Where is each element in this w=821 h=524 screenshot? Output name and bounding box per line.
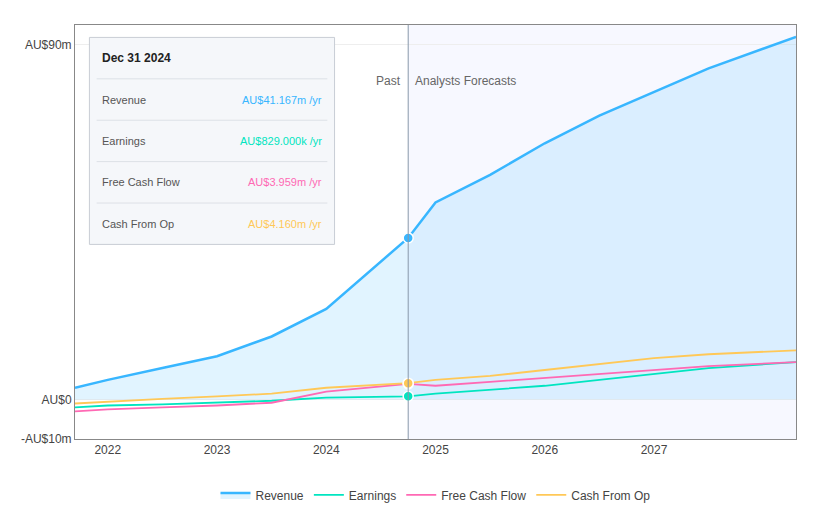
svg-text:Analysts Forecasts: Analysts Forecasts (415, 74, 516, 88)
svg-text:-AU$10m: -AU$10m (21, 432, 72, 446)
svg-text:2027: 2027 (641, 443, 668, 457)
svg-text:Past: Past (376, 74, 401, 88)
svg-text:AU$3.959m /yr: AU$3.959m /yr (248, 176, 322, 188)
svg-text:Earnings: Earnings (349, 489, 396, 503)
svg-text:Revenue: Revenue (102, 94, 146, 106)
svg-text:Revenue: Revenue (256, 489, 304, 503)
svg-text:Earnings: Earnings (102, 135, 146, 147)
svg-text:2022: 2022 (94, 443, 121, 457)
svg-text:AU$41.167m /yr: AU$41.167m /yr (242, 94, 322, 106)
svg-text:Free Cash Flow: Free Cash Flow (441, 489, 526, 503)
svg-text:AU$90m: AU$90m (25, 38, 72, 52)
svg-text:Dec 31 2024: Dec 31 2024 (102, 51, 171, 65)
svg-text:Free Cash Flow: Free Cash Flow (102, 176, 180, 188)
svg-text:AU$4.160m /yr: AU$4.160m /yr (248, 218, 322, 230)
svg-text:Cash From Op: Cash From Op (571, 489, 650, 503)
svg-text:AU$0: AU$0 (42, 393, 72, 407)
svg-text:2024: 2024 (313, 443, 340, 457)
svg-text:2026: 2026 (531, 443, 558, 457)
svg-text:Cash From Op: Cash From Op (102, 218, 174, 230)
svg-text:2023: 2023 (204, 443, 231, 457)
svg-text:AU$829.000k /yr: AU$829.000k /yr (240, 135, 322, 147)
svg-text:2025: 2025 (422, 443, 449, 457)
